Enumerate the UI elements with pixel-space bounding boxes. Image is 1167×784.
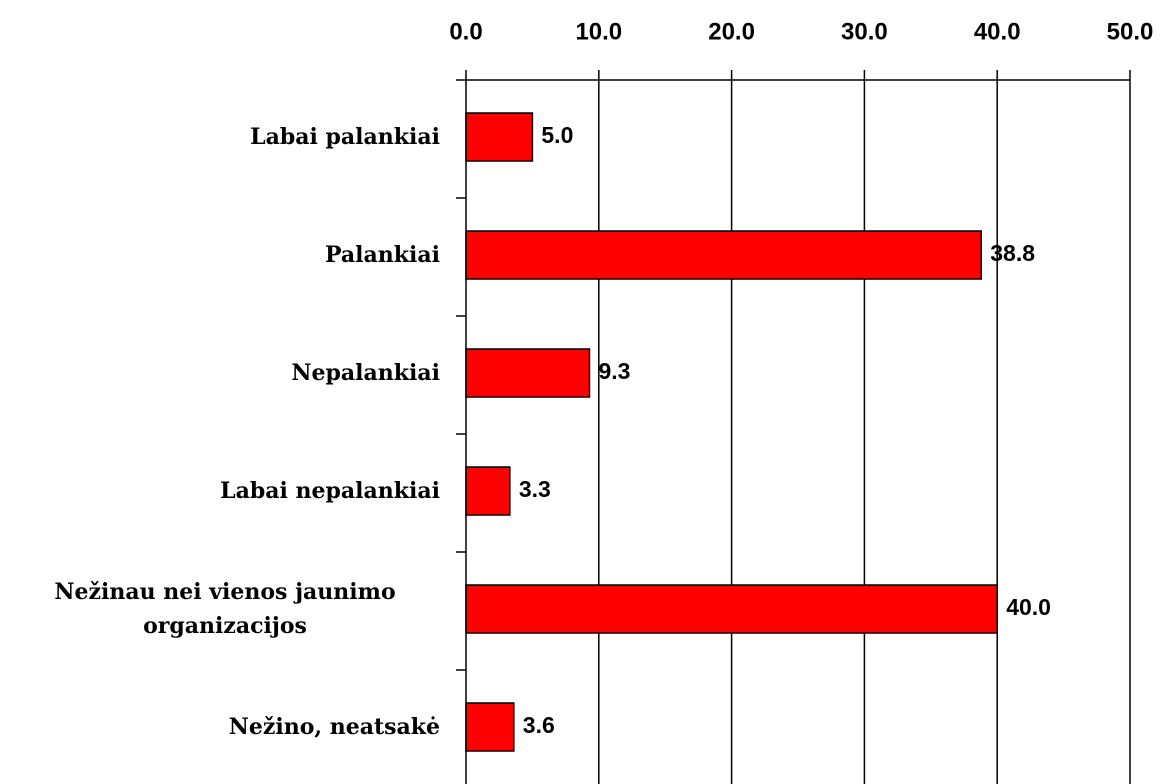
category-text: Nežinau nei vienos jaunimo organizacijos — [54, 579, 396, 639]
data-label: 3.3 — [519, 476, 551, 502]
bar — [465, 348, 591, 398]
category-label: Nežino, neatsakė — [0, 710, 440, 744]
bar — [465, 112, 534, 162]
category-text: Labai nepalankiai — [220, 478, 440, 504]
category-label: Nežinau nei vienos jaunimo organizacijos — [0, 575, 440, 643]
bar — [465, 230, 983, 280]
x-tick-label: 20.0 — [708, 18, 755, 45]
data-label: 5.0 — [541, 122, 573, 148]
category-text: Nežino, neatsakė — [228, 714, 440, 740]
category-label: Nepalankiai — [0, 356, 440, 390]
category-label: Labai nepalankiai — [0, 474, 440, 508]
x-tick-label: 40.0 — [974, 18, 1021, 45]
bar — [465, 702, 515, 752]
data-label: 40.0 — [1006, 594, 1051, 620]
category-label: Labai palankiai — [0, 120, 440, 154]
data-label: 9.3 — [599, 358, 631, 384]
bar — [465, 466, 511, 516]
category-label: Palankiai — [0, 238, 440, 272]
x-tick-label: 50.0 — [1107, 18, 1154, 45]
bar — [465, 584, 998, 634]
category-text: Palankiai — [324, 242, 440, 268]
data-label: 3.6 — [523, 712, 555, 738]
x-tick-label: 0.0 — [449, 18, 482, 45]
x-tick-label: 30.0 — [841, 18, 888, 45]
category-text: Nepalankiai — [291, 360, 440, 386]
data-label: 38.8 — [990, 240, 1035, 266]
x-tick-label: 10.0 — [575, 18, 622, 45]
category-text: Labai palankiai — [250, 124, 440, 150]
